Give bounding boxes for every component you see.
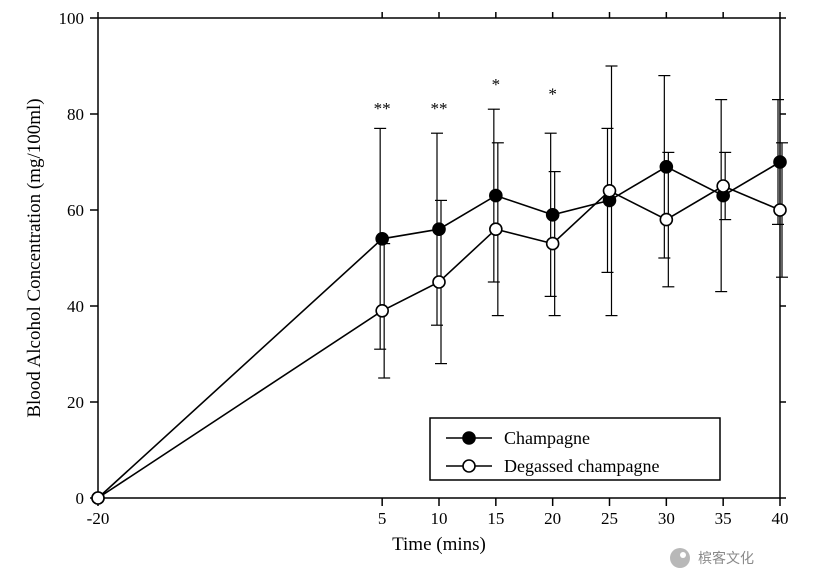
marker bbox=[490, 223, 502, 235]
marker bbox=[774, 204, 786, 216]
y-axis-label: Blood Alcohol Concentration (mg/100ml) bbox=[24, 98, 45, 417]
y-tick-label: 60 bbox=[67, 201, 84, 220]
marker bbox=[774, 156, 786, 168]
x-tick-label: 40 bbox=[772, 509, 789, 528]
legend-marker bbox=[463, 432, 475, 444]
x-tick-label: 35 bbox=[715, 509, 732, 528]
y-tick-label: 100 bbox=[59, 9, 85, 28]
legend-label: Champagne bbox=[504, 428, 590, 448]
x-tick-label: 25 bbox=[601, 509, 618, 528]
x-tick-label: 30 bbox=[658, 509, 675, 528]
bac-chart: 0 20 40 60 80 100 -20 5 10 15 20 25 30 35 40 Time (mins… bbox=[0, 0, 814, 580]
watermark-icon bbox=[670, 548, 690, 568]
marker bbox=[433, 276, 445, 288]
marker bbox=[604, 185, 616, 197]
legend-marker bbox=[463, 460, 475, 472]
marker bbox=[376, 305, 388, 317]
y-tick-label: 20 bbox=[67, 393, 84, 412]
y-tick-label: 80 bbox=[67, 105, 84, 124]
x-tick-label: -20 bbox=[87, 509, 110, 528]
y-tick-label: 0 bbox=[76, 489, 85, 508]
marker bbox=[547, 238, 559, 250]
marker bbox=[490, 190, 502, 202]
y-tick-label: 40 bbox=[67, 297, 84, 316]
marker bbox=[660, 214, 672, 226]
watermark-text: 槟客文化 bbox=[698, 550, 754, 566]
x-tick-label: 15 bbox=[487, 509, 504, 528]
chart-container: 0 20 40 60 80 100 -20 5 10 15 20 25 30 35 40 Time (mins… bbox=[0, 0, 814, 580]
legend-label: Degassed champagne bbox=[504, 456, 659, 476]
significance-marker: * bbox=[492, 75, 501, 94]
marker bbox=[717, 180, 729, 192]
marker bbox=[433, 223, 445, 235]
significance-marker: ** bbox=[374, 99, 391, 118]
significance-marker: ** bbox=[431, 99, 448, 118]
x-tick-label: 5 bbox=[378, 509, 387, 528]
x-tick-label: 20 bbox=[544, 509, 561, 528]
x-axis-label: Time (mins) bbox=[392, 534, 486, 555]
marker bbox=[547, 209, 559, 221]
x-tick-label: 10 bbox=[431, 509, 448, 528]
marker bbox=[92, 492, 104, 504]
significance-marker: * bbox=[548, 85, 557, 104]
marker bbox=[660, 161, 672, 173]
